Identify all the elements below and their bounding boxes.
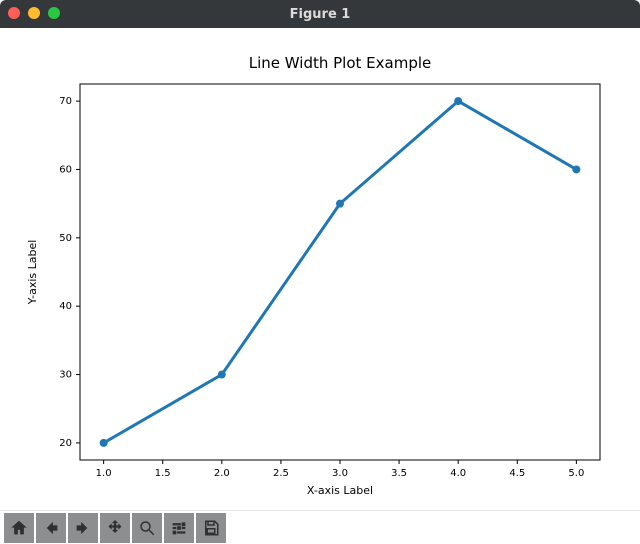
y-axis-label: Y-axis Label (26, 240, 39, 306)
close-icon[interactable] (8, 7, 20, 19)
configure-button[interactable] (164, 513, 194, 543)
pan-button[interactable] (100, 513, 130, 543)
minimize-icon[interactable] (28, 7, 40, 19)
nav-toolbar (0, 510, 640, 544)
forward-button[interactable] (68, 513, 98, 543)
plot-svg: 1.0 1.5 2.0 2.5 3.0 3.5 4.0 4.5 5.0 20 30 40 50 60 70 X… (0, 28, 640, 510)
x-tick-label: 3.5 (391, 468, 407, 479)
traffic-lights (8, 7, 60, 19)
data-marker (336, 200, 344, 208)
y-tick-label: 20 (59, 438, 72, 449)
x-tick-label: 2.0 (214, 468, 230, 479)
y-tick-label: 70 (59, 96, 72, 107)
zoom-button[interactable] (132, 513, 162, 543)
y-tick-label: 30 (59, 370, 72, 381)
data-marker (218, 371, 226, 379)
move-icon (106, 519, 124, 537)
maximize-icon[interactable] (48, 7, 60, 19)
y-tick-label: 50 (59, 233, 72, 244)
x-tick-label: 3.0 (332, 468, 348, 479)
x-tick-label: 4.0 (450, 468, 466, 479)
home-icon (10, 519, 28, 537)
back-button[interactable] (36, 513, 66, 543)
x-tick-label: 2.5 (273, 468, 289, 479)
data-marker (454, 97, 462, 105)
x-axis-label: X-axis Label (307, 484, 373, 497)
x-tick-label: 1.0 (96, 468, 112, 479)
save-icon (202, 519, 220, 537)
figure-canvas[interactable]: 1.0 1.5 2.0 2.5 3.0 3.5 4.0 4.5 5.0 20 30 40 50 60 70 X… (0, 28, 640, 510)
arrow-left-icon (42, 519, 60, 537)
home-button[interactable] (4, 513, 34, 543)
y-tick-label: 40 (59, 301, 72, 312)
data-marker (572, 165, 580, 173)
x-tick-label: 5.0 (568, 468, 584, 479)
chart-title: Line Width Plot Example (249, 54, 432, 72)
magnify-icon (138, 519, 156, 537)
x-tick-label: 1.5 (155, 468, 171, 479)
sliders-icon (170, 519, 188, 537)
chart-bg (0, 28, 640, 510)
x-tick-label: 4.5 (509, 468, 525, 479)
window-title: Figure 1 (290, 7, 351, 22)
data-marker (100, 439, 108, 447)
save-button[interactable] (196, 513, 226, 543)
arrow-right-icon (74, 519, 92, 537)
y-tick-label: 60 (59, 164, 72, 175)
figure-window: Figure 1 1.0 1.5 2.0 2.5 3.0 3.5 4.0 4.5 5.0 20 30… (0, 0, 640, 544)
titlebar: Figure 1 (0, 0, 640, 28)
